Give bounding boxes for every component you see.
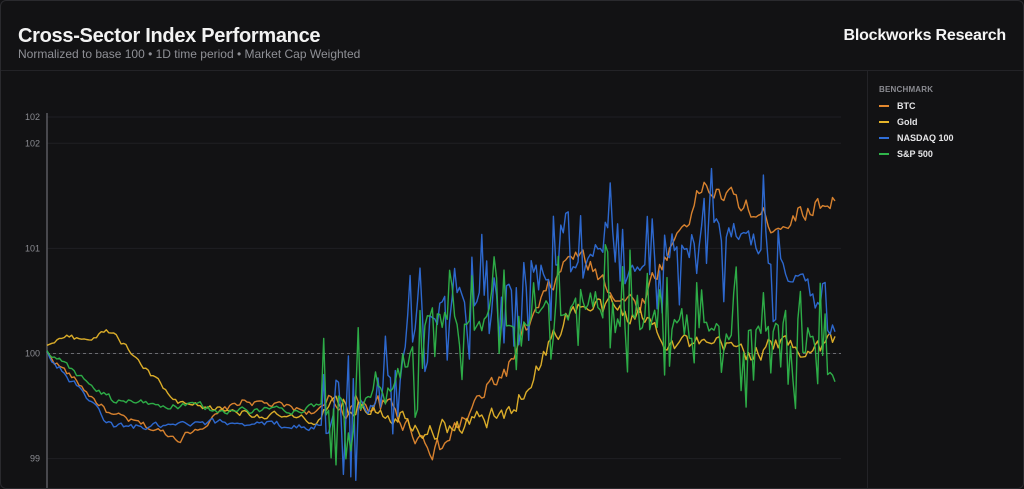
y-tick-label-3: 100 bbox=[25, 348, 40, 358]
chart-header: Cross-Sector Index Performance Normalize… bbox=[1, 1, 1023, 71]
legend-label-sp-500: S&P 500 bbox=[897, 149, 933, 159]
legend-swatch-nasdaq-100 bbox=[879, 137, 889, 139]
legend: BENCHMARK BTC Gold NASDAQ 100 S&P 500 bbox=[867, 71, 1023, 488]
legend-swatch-btc bbox=[879, 105, 889, 107]
chart-subtitle: Normalized to base 100 • 1D time period … bbox=[18, 47, 361, 61]
y-tick-label-4: 99 bbox=[30, 454, 40, 464]
series-line-nasdaq-100 bbox=[46, 167, 836, 481]
legend-item-nasdaq-100[interactable]: NASDAQ 100 bbox=[879, 131, 954, 145]
legend-label-btc: BTC bbox=[897, 101, 916, 111]
series-line-gold bbox=[46, 295, 836, 440]
series-line-s-p-500 bbox=[46, 243, 836, 466]
y-tick-label-0: 102 bbox=[25, 112, 40, 122]
brand-name: Blockworks Research bbox=[843, 27, 1006, 44]
legend-label-gold: Gold bbox=[897, 117, 918, 127]
legend-label-nasdaq-100: NASDAQ 100 bbox=[897, 133, 954, 143]
legend-swatch-sp-500 bbox=[879, 153, 889, 155]
legend-title: BENCHMARK bbox=[879, 85, 934, 94]
y-tick-label-1: 102 bbox=[25, 138, 40, 148]
y-tick-label-2: 101 bbox=[25, 243, 40, 253]
legend-item-gold[interactable]: Gold bbox=[879, 115, 918, 129]
legend-item-btc[interactable]: BTC bbox=[879, 99, 916, 113]
chart-title: Cross-Sector Index Performance bbox=[18, 25, 321, 47]
legend-item-sp-500[interactable]: S&P 500 bbox=[879, 147, 933, 161]
series-line-btc bbox=[46, 181, 836, 461]
legend-swatch-gold bbox=[879, 121, 889, 123]
line-chart: 102 102 101 100 99 bbox=[25, 112, 841, 488]
